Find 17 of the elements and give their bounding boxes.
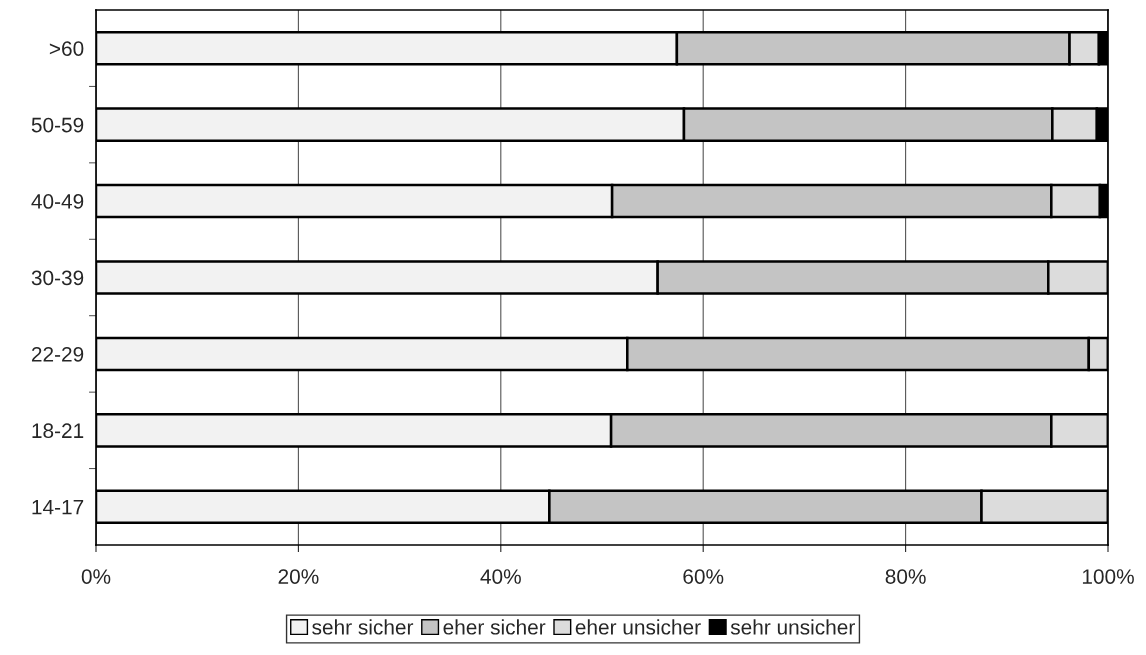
x-tick-label: 60%	[683, 569, 724, 584]
y-tick-label: 14-17	[32, 500, 84, 515]
y-tick-label: 50-59	[31, 117, 84, 133]
x-tick-label: 0%	[81, 569, 111, 584]
x-tick-label: 80%	[885, 569, 926, 584]
legend-label: eher sicher	[443, 619, 546, 635]
x-tick-label: 100%	[1082, 569, 1134, 584]
y-tick-label: 30-39	[31, 270, 84, 286]
y-tick-label: 22-29	[31, 346, 84, 362]
y-tick-label: >60	[49, 41, 84, 56]
y-tick-label: 18-21	[32, 423, 84, 439]
legend-label: sehr unsicher	[730, 619, 855, 635]
legend-label: sehr sicher	[312, 619, 414, 635]
x-tick-label: 40%	[480, 569, 521, 584]
y-tick-label: 40-49	[31, 194, 84, 209]
legend-label: eher unsicher	[575, 619, 701, 635]
x-tick-label: 20%	[278, 569, 319, 584]
